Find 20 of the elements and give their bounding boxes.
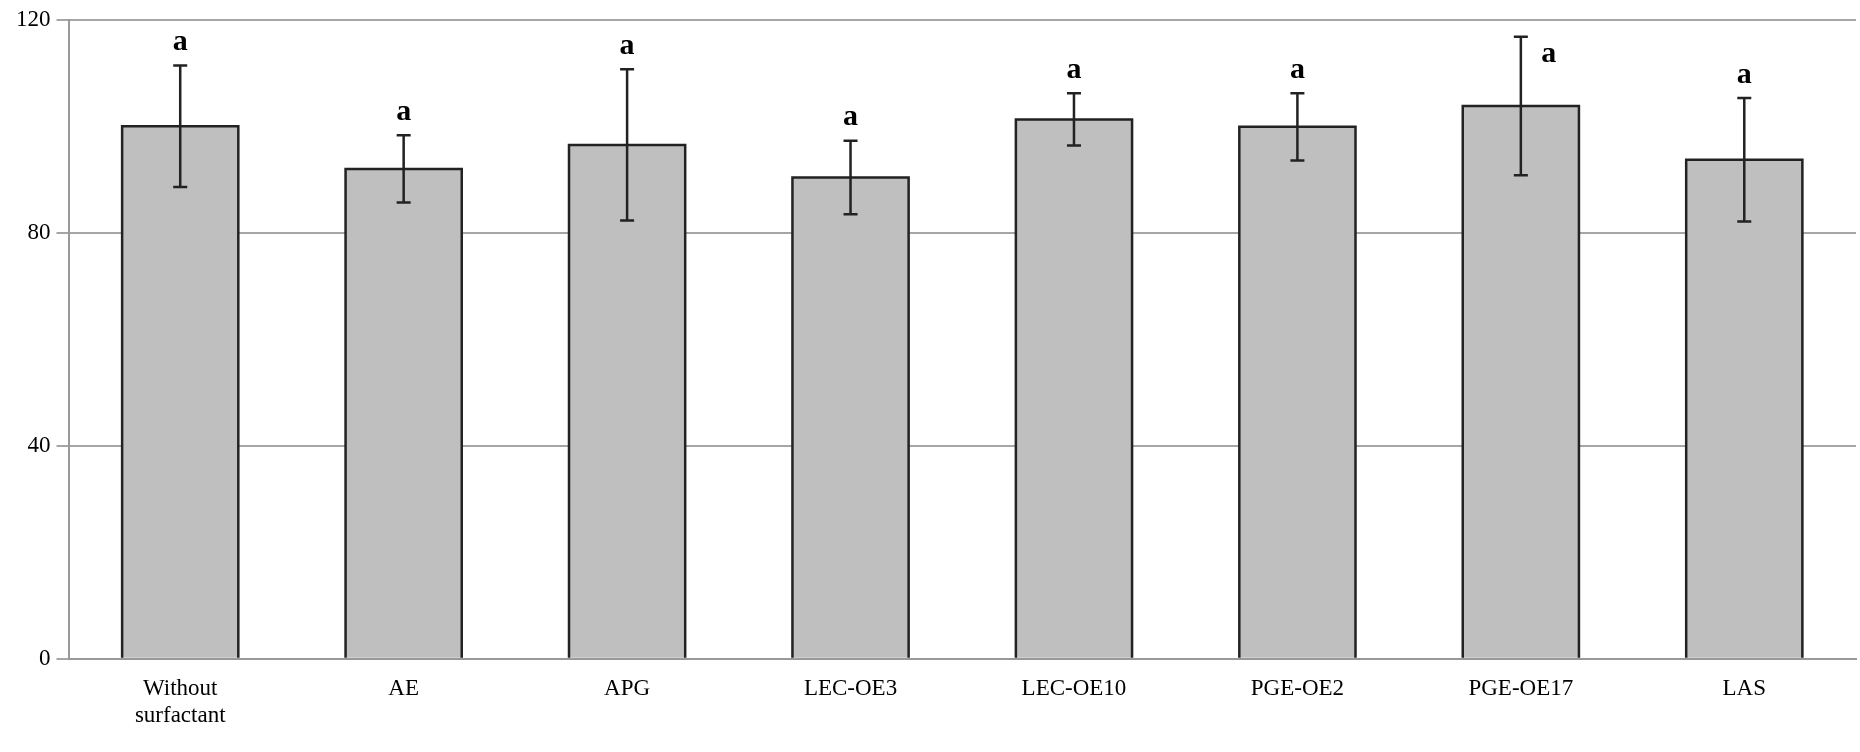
- annotation: a: [843, 98, 859, 132]
- annotation: a: [1541, 34, 1557, 68]
- annotation: a: [1736, 55, 1752, 89]
- x-tick-label: LAS: [1722, 674, 1767, 700]
- y-tick-label: 80: [27, 218, 51, 244]
- annotation: a: [396, 93, 412, 127]
- x-tick-label: LEC-OE3: [803, 674, 898, 700]
- x-tick-label: APG: [604, 674, 651, 700]
- x-tick-label: Without surfactant: [134, 674, 227, 728]
- y-tick-label: 0: [39, 644, 51, 670]
- annotation: a: [1066, 51, 1082, 85]
- x-tick-label: LEC-OE10: [1021, 674, 1127, 700]
- x-tick-label: AE: [388, 674, 419, 700]
- annotation: a: [619, 27, 635, 61]
- annotation: a: [1289, 51, 1305, 85]
- x-tick-label: PGE-OE17: [1468, 674, 1574, 700]
- y-tick-label: 120: [16, 5, 51, 31]
- x-tick-label: PGE-OE2: [1250, 674, 1345, 700]
- y-tick-label: 40: [27, 431, 51, 457]
- annotation: a: [172, 23, 188, 57]
